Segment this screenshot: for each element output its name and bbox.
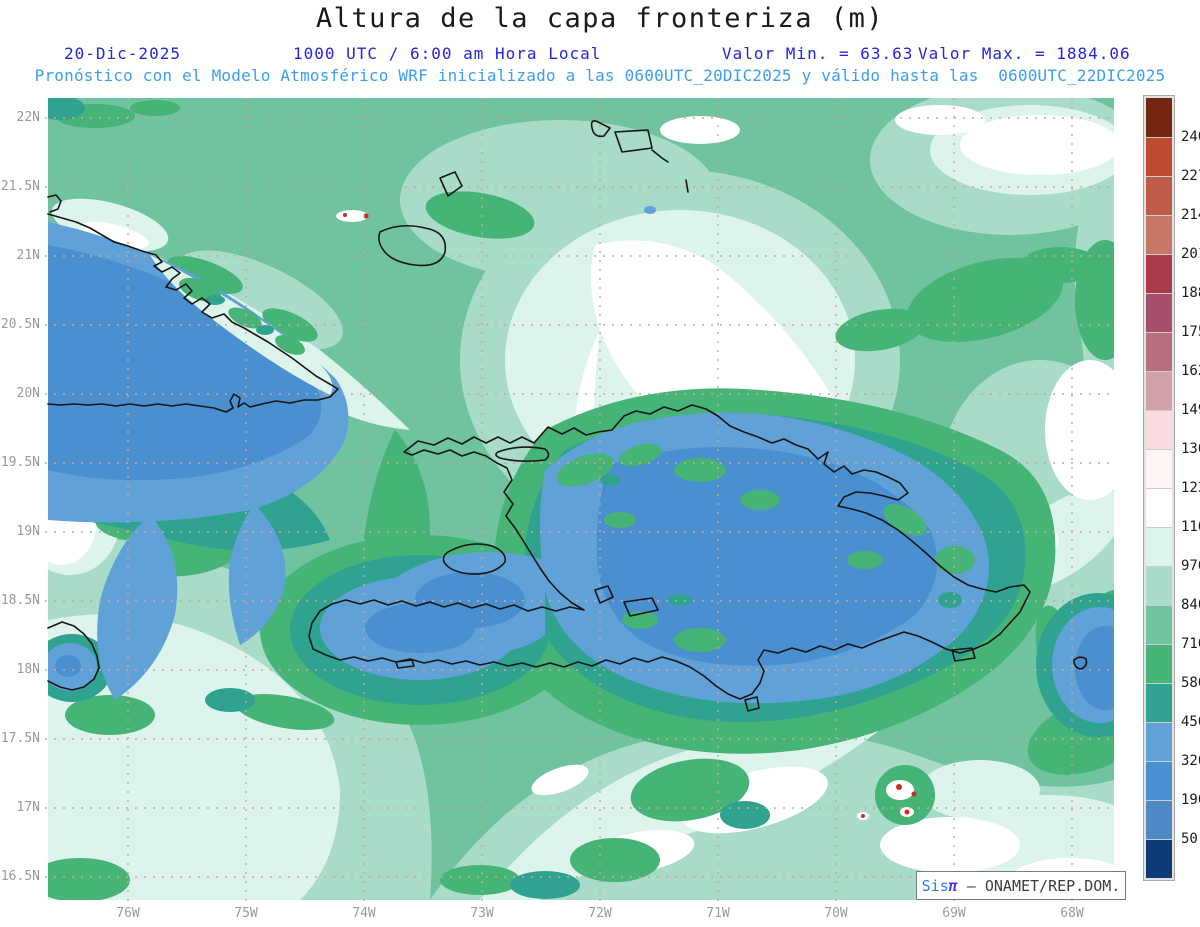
colorbar-tick-label: 1620 <box>1181 363 1200 379</box>
colorbar-block <box>1146 293 1172 332</box>
gonave-island <box>442 543 507 575</box>
coastal-accents <box>150 255 975 652</box>
colorbar-tick-label: 190 <box>1181 792 1200 808</box>
colorbar-tick-label: 2270 <box>1181 168 1200 184</box>
colorbar-tick-label: 970 <box>1181 558 1200 574</box>
lat-tick-label: 22N <box>16 110 40 125</box>
colorbar-block <box>1146 683 1172 722</box>
lon-tick-label: 76W <box>116 906 140 921</box>
lat-tick-label: 19N <box>16 524 40 539</box>
value-max: Valor Max. = 1884.06 <box>918 44 1131 63</box>
value-min: Valor Min. = 63.63 <box>722 44 914 63</box>
colorbar-tick-label: 1880 <box>1181 285 1200 301</box>
colorbar-block <box>1146 722 1172 761</box>
colorbar-block <box>1146 761 1172 800</box>
lon-tick-label: 72W <box>588 906 612 921</box>
red-specks <box>343 213 917 820</box>
colorbar-tick-label: 320 <box>1181 753 1200 769</box>
colorbar-block <box>1146 605 1172 644</box>
saona-island <box>951 647 976 662</box>
model-info-line: Pronóstico con el Modelo Atmosférico WRF… <box>34 66 1166 85</box>
lat-tick-label: 19.5N <box>0 455 40 470</box>
run-date: 20-Dic-2025 <box>64 44 181 63</box>
beata-island <box>744 696 760 712</box>
lat-tick-label: 17N <box>16 800 40 815</box>
colorbar-block <box>1146 176 1172 215</box>
colorbar-block <box>1146 410 1172 449</box>
colorbar-block <box>1146 800 1172 839</box>
colorbar-tick-label: 2010 <box>1181 246 1200 262</box>
page-title: Altura de la capa fronteriza (m) <box>315 3 885 34</box>
colorbar-block <box>1146 488 1172 527</box>
colorbar-tick-label: 1100 <box>1181 519 1200 535</box>
colorbar-tick-label: 2140 <box>1181 207 1200 223</box>
colorbar-block <box>1146 332 1172 371</box>
colorbar-block <box>1146 98 1172 137</box>
little-inagua <box>439 171 463 197</box>
lat-tick-label: 21N <box>16 248 40 263</box>
colorbar-tick-label: 1230 <box>1181 480 1200 496</box>
lon-tick-label: 73W <box>470 906 494 921</box>
ile-a-vache <box>395 659 415 669</box>
lake-outlines <box>594 585 659 617</box>
lat-tick-label: 16.5N <box>0 869 40 884</box>
cuba-coastline <box>47 213 339 413</box>
colorbar-tick-label: 450 <box>1181 714 1200 730</box>
lon-tick-label: 74W <box>352 906 376 921</box>
colorbar-tick-label: 2400 <box>1181 129 1200 145</box>
watermark-org: – ONAMET/REP.DOM. <box>957 876 1121 895</box>
colorbar-tick-label: 50 <box>1181 831 1198 847</box>
colorbar-block <box>1146 371 1172 410</box>
colorbar-tick-label: 1750 <box>1181 324 1200 340</box>
colorbar-tick-label: 1490 <box>1181 402 1200 418</box>
lon-tick-label: 68W <box>1060 906 1084 921</box>
lon-tick-label: 70W <box>824 906 848 921</box>
watermark-brand: Sis <box>921 876 949 895</box>
lat-tick-label: 17.5N <box>0 731 40 746</box>
pi-icon: π <box>948 876 958 895</box>
colorbar-block <box>1146 215 1172 254</box>
lat-tick-label: 20.5N <box>0 317 40 332</box>
lon-tick-label: 69W <box>942 906 966 921</box>
coastlines <box>47 120 1088 712</box>
colorbar-block <box>1146 449 1172 488</box>
great-inagua <box>378 224 447 267</box>
lon-tick-label: 75W <box>234 906 258 921</box>
contour-fills <box>48 98 1114 900</box>
lon-tick-label: 71W <box>706 906 730 921</box>
hispaniola-coastline <box>308 404 1031 700</box>
colorbar-tick-label: 840 <box>1181 597 1200 613</box>
run-time: 1000 UTC / 6:00 am Hora Local <box>293 44 602 63</box>
tortuga-island <box>495 446 550 462</box>
colorbar-tick-label: 1360 <box>1181 441 1200 457</box>
colorbar-block <box>1146 566 1172 605</box>
colorbar-block <box>1146 644 1172 683</box>
jamaica-coastline <box>47 621 100 691</box>
lat-tick-label: 21.5N <box>0 179 40 194</box>
colorbar-block <box>1146 527 1172 566</box>
lat-tick-label: 18.5N <box>0 593 40 608</box>
watermark-box: Sis π – ONAMET/REP.DOM. <box>916 871 1126 900</box>
colorbar-block <box>1146 839 1172 878</box>
lat-tick-label: 18N <box>16 662 40 677</box>
caicos-islands <box>590 120 689 193</box>
colorbar-block <box>1146 137 1172 176</box>
lat-tick-label: 20N <box>16 386 40 401</box>
cay-coastline <box>47 194 62 213</box>
colorbar-tick-label: 580 <box>1181 675 1200 691</box>
colorbar-tick-label: 710 <box>1181 636 1200 652</box>
colorbar-block <box>1146 254 1172 293</box>
mona-island <box>1073 656 1088 670</box>
colorbar-blocks <box>1143 95 1175 881</box>
